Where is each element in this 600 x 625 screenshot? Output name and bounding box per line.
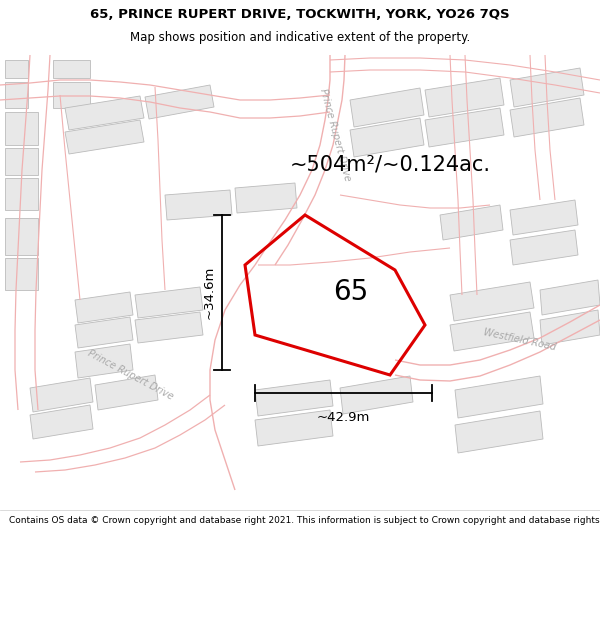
Polygon shape <box>53 82 90 108</box>
Polygon shape <box>510 98 584 137</box>
Polygon shape <box>5 112 38 145</box>
Polygon shape <box>425 78 504 117</box>
Polygon shape <box>75 292 133 323</box>
Polygon shape <box>75 344 133 378</box>
Polygon shape <box>30 378 93 412</box>
Polygon shape <box>5 148 38 175</box>
Polygon shape <box>5 258 38 290</box>
Text: Westfield Road: Westfield Road <box>483 328 557 352</box>
Polygon shape <box>5 218 38 255</box>
Polygon shape <box>440 205 503 240</box>
Polygon shape <box>510 230 578 265</box>
Text: 65, PRINCE RUPERT DRIVE, TOCKWITH, YORK, YO26 7QS: 65, PRINCE RUPERT DRIVE, TOCKWITH, YORK,… <box>90 9 510 21</box>
Polygon shape <box>145 85 214 119</box>
Polygon shape <box>540 310 600 345</box>
Polygon shape <box>5 178 38 210</box>
Polygon shape <box>75 317 133 348</box>
Text: Prince Rupert Drive: Prince Rupert Drive <box>86 348 175 402</box>
Polygon shape <box>135 312 203 343</box>
Polygon shape <box>510 200 578 235</box>
Polygon shape <box>540 280 600 315</box>
Polygon shape <box>350 118 424 157</box>
Polygon shape <box>165 190 232 220</box>
Polygon shape <box>340 376 413 414</box>
Polygon shape <box>135 287 203 318</box>
Text: ~42.9m: ~42.9m <box>317 411 370 424</box>
Polygon shape <box>425 108 504 147</box>
Polygon shape <box>235 183 297 213</box>
Polygon shape <box>65 96 144 130</box>
Polygon shape <box>350 88 424 127</box>
Text: Prince Rupert Drive: Prince Rupert Drive <box>318 88 352 182</box>
Polygon shape <box>5 60 28 78</box>
Text: ~34.6m: ~34.6m <box>203 266 215 319</box>
Text: Contains OS data © Crown copyright and database right 2021. This information is : Contains OS data © Crown copyright and d… <box>9 516 600 525</box>
Polygon shape <box>95 375 158 410</box>
Polygon shape <box>255 410 333 446</box>
Text: 65: 65 <box>333 279 368 306</box>
Polygon shape <box>65 120 144 154</box>
Text: Map shows position and indicative extent of the property.: Map shows position and indicative extent… <box>130 31 470 44</box>
Polygon shape <box>450 312 534 351</box>
Polygon shape <box>455 376 543 418</box>
Polygon shape <box>30 405 93 439</box>
Polygon shape <box>455 411 543 453</box>
Polygon shape <box>53 60 90 78</box>
Polygon shape <box>450 282 534 321</box>
Polygon shape <box>255 380 333 416</box>
Polygon shape <box>5 82 28 108</box>
Polygon shape <box>510 68 584 107</box>
Text: ~504m²/~0.124ac.: ~504m²/~0.124ac. <box>290 155 491 175</box>
